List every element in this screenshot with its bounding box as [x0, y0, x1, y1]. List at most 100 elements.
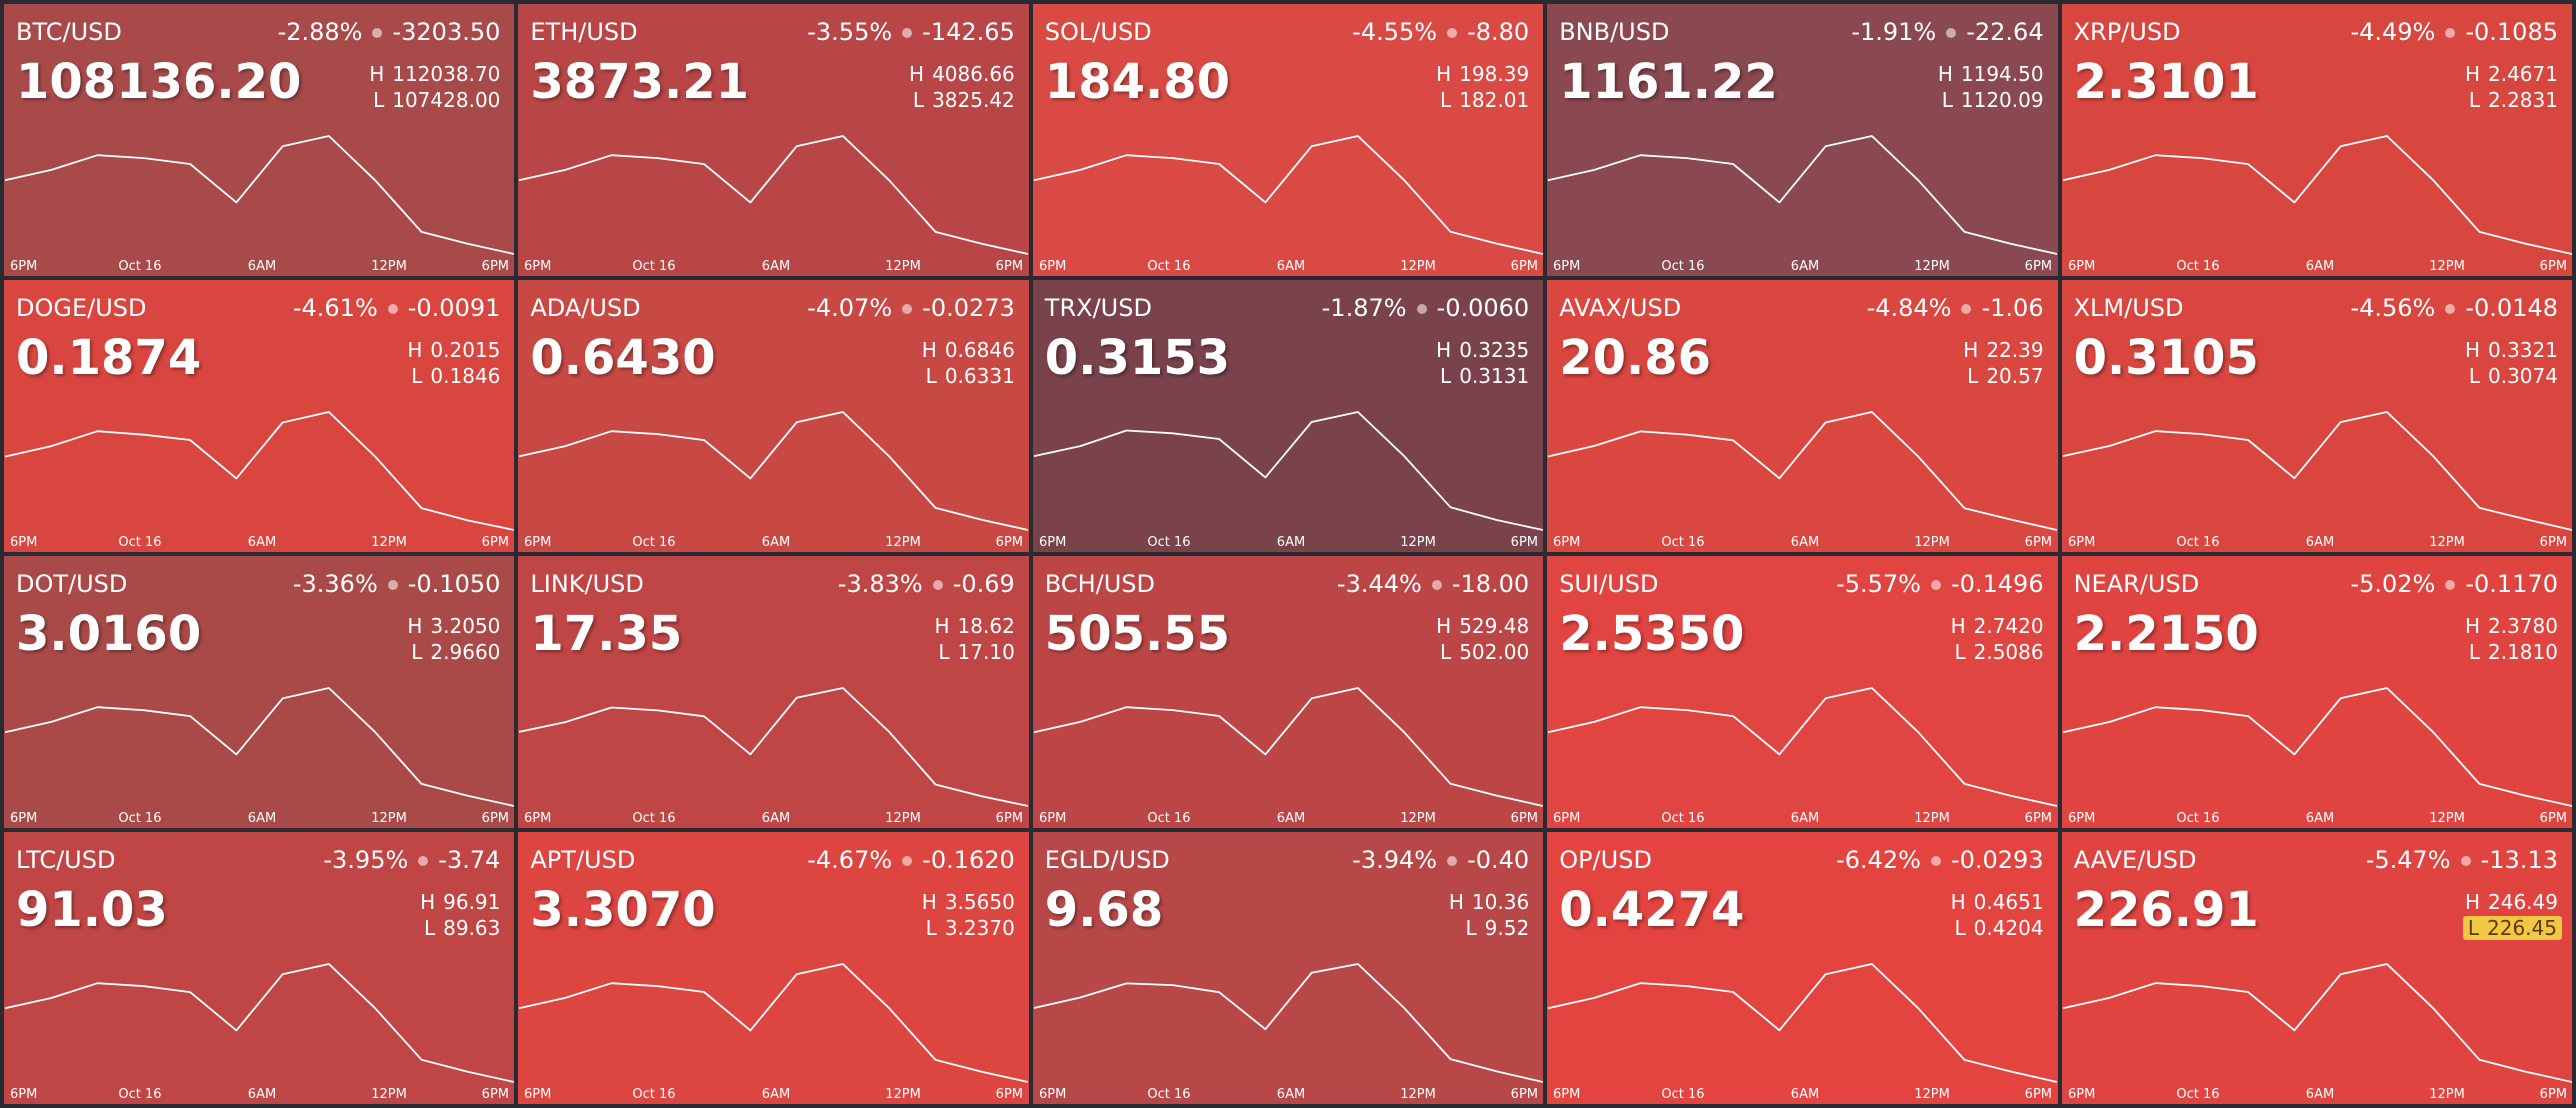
price: 9.68 — [1044, 882, 1164, 938]
time-label: Oct 16 — [118, 1087, 161, 1102]
high-label: H — [1963, 338, 1979, 362]
low-value: 9.52 — [1484, 916, 1530, 940]
sparkline — [2062, 411, 2572, 531]
time-label: 6AM — [762, 535, 790, 550]
sparkline-chart: 6PM Oct 16 6AM 12PM 6PM — [519, 411, 1029, 550]
pair-label: EGLD/USD — [1044, 846, 1170, 874]
time-label: 6PM — [10, 1087, 37, 1102]
low-value: 89.63 — [443, 916, 501, 940]
change: -6.42% -0.0293 — [1836, 846, 2044, 874]
low-label: L — [411, 640, 423, 664]
separator-dot — [2445, 580, 2456, 590]
time-label: 6AM — [1277, 811, 1305, 826]
time-label: 6PM — [1510, 259, 1537, 274]
change-percent: -3.95% — [323, 846, 409, 874]
time-label: 12PM — [1914, 811, 1950, 826]
change-percent: -5.47% — [2365, 846, 2451, 874]
change-percent: -4.84% — [1866, 294, 1952, 322]
low: L 226.45 — [2462, 916, 2562, 940]
low-label: L — [925, 916, 937, 940]
time-label: 12PM — [1400, 259, 1436, 274]
change: -4.56% -0.0148 — [2350, 294, 2558, 322]
time-label: 6PM — [524, 259, 551, 274]
change: -3.55% -142.65 — [807, 18, 1015, 46]
pair-label: TRX/USD — [1044, 294, 1152, 322]
price: 3.0160 — [16, 606, 202, 662]
low: L 89.63 — [424, 916, 500, 940]
high-value: 0.3235 — [1459, 338, 1530, 362]
time-label: 6PM — [482, 535, 509, 550]
high: H 18.62 — [934, 614, 1014, 638]
change-amount: -0.0091 — [407, 294, 501, 322]
price: 0.6430 — [530, 330, 716, 386]
change: -4.07% -0.0273 — [807, 294, 1015, 322]
time-label: 6PM — [996, 1087, 1023, 1102]
time-label: Oct 16 — [1662, 1087, 1705, 1102]
low-label: L — [2468, 640, 2480, 664]
low: L 2.2831 — [2469, 88, 2558, 112]
sparkline — [2062, 963, 2572, 1083]
sparkline-chart: 6PM Oct 16 6AM 12PM 6PM — [4, 411, 515, 550]
low-label: L — [925, 364, 937, 388]
time-label: 12PM — [2429, 811, 2465, 826]
low-label: L — [373, 88, 385, 112]
sparkline-chart: 6PM Oct 16 6AM 12PM 6PM — [1033, 687, 1543, 826]
low-label: L — [411, 364, 423, 388]
change: -5.57% -0.1496 — [1836, 570, 2044, 598]
change: -4.61% -0.0091 — [293, 294, 501, 322]
low-value: 0.1846 — [430, 364, 501, 388]
pair-label: APT/USD — [530, 846, 636, 874]
time-label: 12PM — [1914, 535, 1950, 550]
high-label: H — [407, 614, 423, 638]
time-label: 6PM — [1553, 259, 1580, 274]
low: L 0.1846 — [411, 364, 500, 388]
high: H 2.4671 — [2465, 62, 2558, 86]
high: H 0.3321 — [2465, 338, 2558, 362]
time-label: Oct 16 — [633, 811, 676, 826]
low: L 0.4204 — [1954, 916, 2043, 940]
low-value: 3.2370 — [944, 916, 1015, 940]
low: L 0.6331 — [926, 364, 1015, 388]
time-label: 6PM — [2025, 811, 2052, 826]
ticker-tile: TRX/USD -1.87% -0.0060 0.3153 H 0.3235 L 0.3131… — [1032, 280, 1544, 552]
price: 1161.22 — [1559, 54, 1778, 110]
low: L 3825.42 — [913, 88, 1015, 112]
change-percent: -4.56% — [2350, 294, 2436, 322]
time-label: Oct 16 — [1662, 259, 1705, 274]
sparkline — [1033, 135, 1543, 255]
low-value: 0.3074 — [2488, 364, 2558, 388]
time-label: Oct 16 — [118, 535, 161, 550]
time-label: Oct 16 — [118, 259, 161, 274]
ticker-tile: ADA/USD -4.07% -0.0273 0.6430 H 0.6846 L 0.6331… — [518, 280, 1029, 552]
time-label: 6AM — [1791, 535, 1819, 550]
high-value: 4086.66 — [932, 62, 1015, 86]
time-label: Oct 16 — [1147, 535, 1190, 550]
high-label: H — [407, 338, 423, 362]
change: -1.91% -22.64 — [1851, 18, 2043, 46]
change-amount: -0.1050 — [407, 570, 501, 598]
time-label: 6PM — [2068, 811, 2095, 826]
low: L 182.01 — [1440, 88, 1529, 112]
time-label: 6PM — [2068, 259, 2095, 274]
sparkline — [1547, 687, 2058, 807]
time-label: 6AM — [762, 811, 790, 826]
separator-dot — [902, 304, 913, 314]
pair-label: BTC/USD — [16, 18, 122, 46]
time-label: Oct 16 — [1662, 811, 1705, 826]
low-value: 502.00 — [1459, 640, 1530, 664]
low: L 3.2370 — [926, 916, 1015, 940]
change-amount: -0.0273 — [922, 294, 1015, 322]
change-amount: -142.65 — [922, 18, 1015, 46]
low-value: 2.5086 — [1973, 640, 2044, 664]
pair-label: NEAR/USD — [2073, 570, 2200, 598]
separator-dot — [1930, 856, 1941, 866]
sparkline-chart: 6PM Oct 16 6AM 12PM 6PM — [519, 135, 1029, 274]
pair-label: DOT/USD — [16, 570, 128, 598]
high-value: 0.4651 — [1973, 890, 2044, 914]
pair-label: ADA/USD — [530, 294, 641, 322]
high-value: 3.2050 — [430, 614, 501, 638]
high: H 198.39 — [1436, 62, 1529, 86]
time-label: 6AM — [1277, 259, 1305, 274]
sparkline — [4, 963, 515, 1083]
time-label: 12PM — [1914, 259, 1950, 274]
